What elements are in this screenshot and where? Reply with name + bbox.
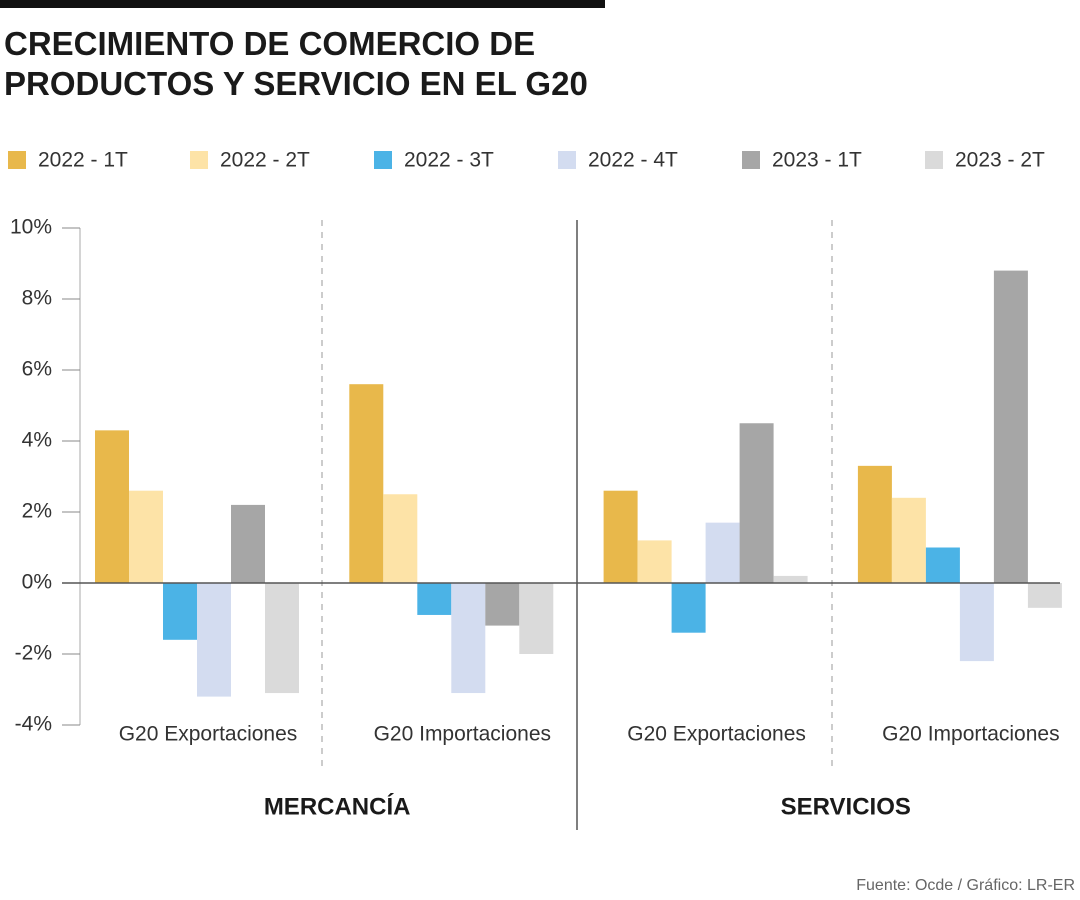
- bar: [129, 490, 163, 583]
- group-label: SERVICIOS: [781, 793, 911, 820]
- legend-label: 2023 - 1T: [772, 149, 862, 172]
- legend-swatch: [8, 151, 26, 169]
- y-tick-label: 6%: [22, 358, 52, 381]
- group-label: MERCANCÍA: [264, 792, 411, 820]
- bar: [451, 583, 486, 694]
- bar: [1027, 583, 1062, 608]
- bar: [349, 384, 384, 583]
- bar: [857, 465, 892, 583]
- y-tick-label: 8%: [22, 287, 52, 310]
- legend-swatch: [374, 151, 392, 169]
- y-tick-label: 0%: [22, 571, 52, 594]
- y-tick-label: 4%: [22, 429, 52, 452]
- bar: [637, 540, 672, 583]
- bar: [773, 575, 808, 583]
- bar: [891, 497, 926, 583]
- bar: [705, 522, 740, 583]
- bar: [231, 504, 265, 583]
- y-tick-label: -2%: [15, 642, 52, 665]
- bar: [163, 583, 197, 640]
- bar: [603, 490, 638, 583]
- legend-label: 2022 - 4T: [588, 149, 678, 172]
- y-tick-label: 10%: [10, 216, 52, 239]
- legend-swatch: [742, 151, 760, 169]
- chart-title: CRECIMIENTO DE COMERCIO DE PRODUCTOS Y S…: [4, 25, 588, 102]
- x-tick-label: G20 Exportaciones: [119, 723, 298, 746]
- bar: [485, 583, 520, 626]
- top-bar: [0, 0, 605, 8]
- source: Fuente: Ocde / Gráfico: LR-ER: [856, 877, 1075, 894]
- legend-label: 2023 - 2T: [955, 149, 1045, 172]
- bar: [959, 583, 994, 662]
- bar: [739, 423, 774, 583]
- x-tick-label: G20 Importaciones: [882, 723, 1059, 746]
- bar: [197, 583, 231, 697]
- legend-label: 2022 - 1T: [38, 149, 128, 172]
- x-tick-label: G20 Exportaciones: [627, 723, 806, 746]
- legend-swatch: [925, 151, 943, 169]
- y-tick-label: 2%: [22, 500, 52, 523]
- legend-label: 2022 - 3T: [404, 149, 494, 172]
- bar: [993, 270, 1028, 583]
- legend-label: 2022 - 2T: [220, 149, 310, 172]
- y-tick-label: -4%: [15, 713, 52, 736]
- bar: [925, 547, 960, 583]
- legend-swatch: [558, 151, 576, 169]
- bar: [265, 583, 299, 694]
- bar: [95, 430, 129, 583]
- bar: [519, 583, 554, 654]
- bar: [417, 583, 452, 615]
- x-tick-label: G20 Importaciones: [374, 723, 551, 746]
- bar: [671, 583, 706, 633]
- legend-swatch: [190, 151, 208, 169]
- bar: [383, 494, 418, 583]
